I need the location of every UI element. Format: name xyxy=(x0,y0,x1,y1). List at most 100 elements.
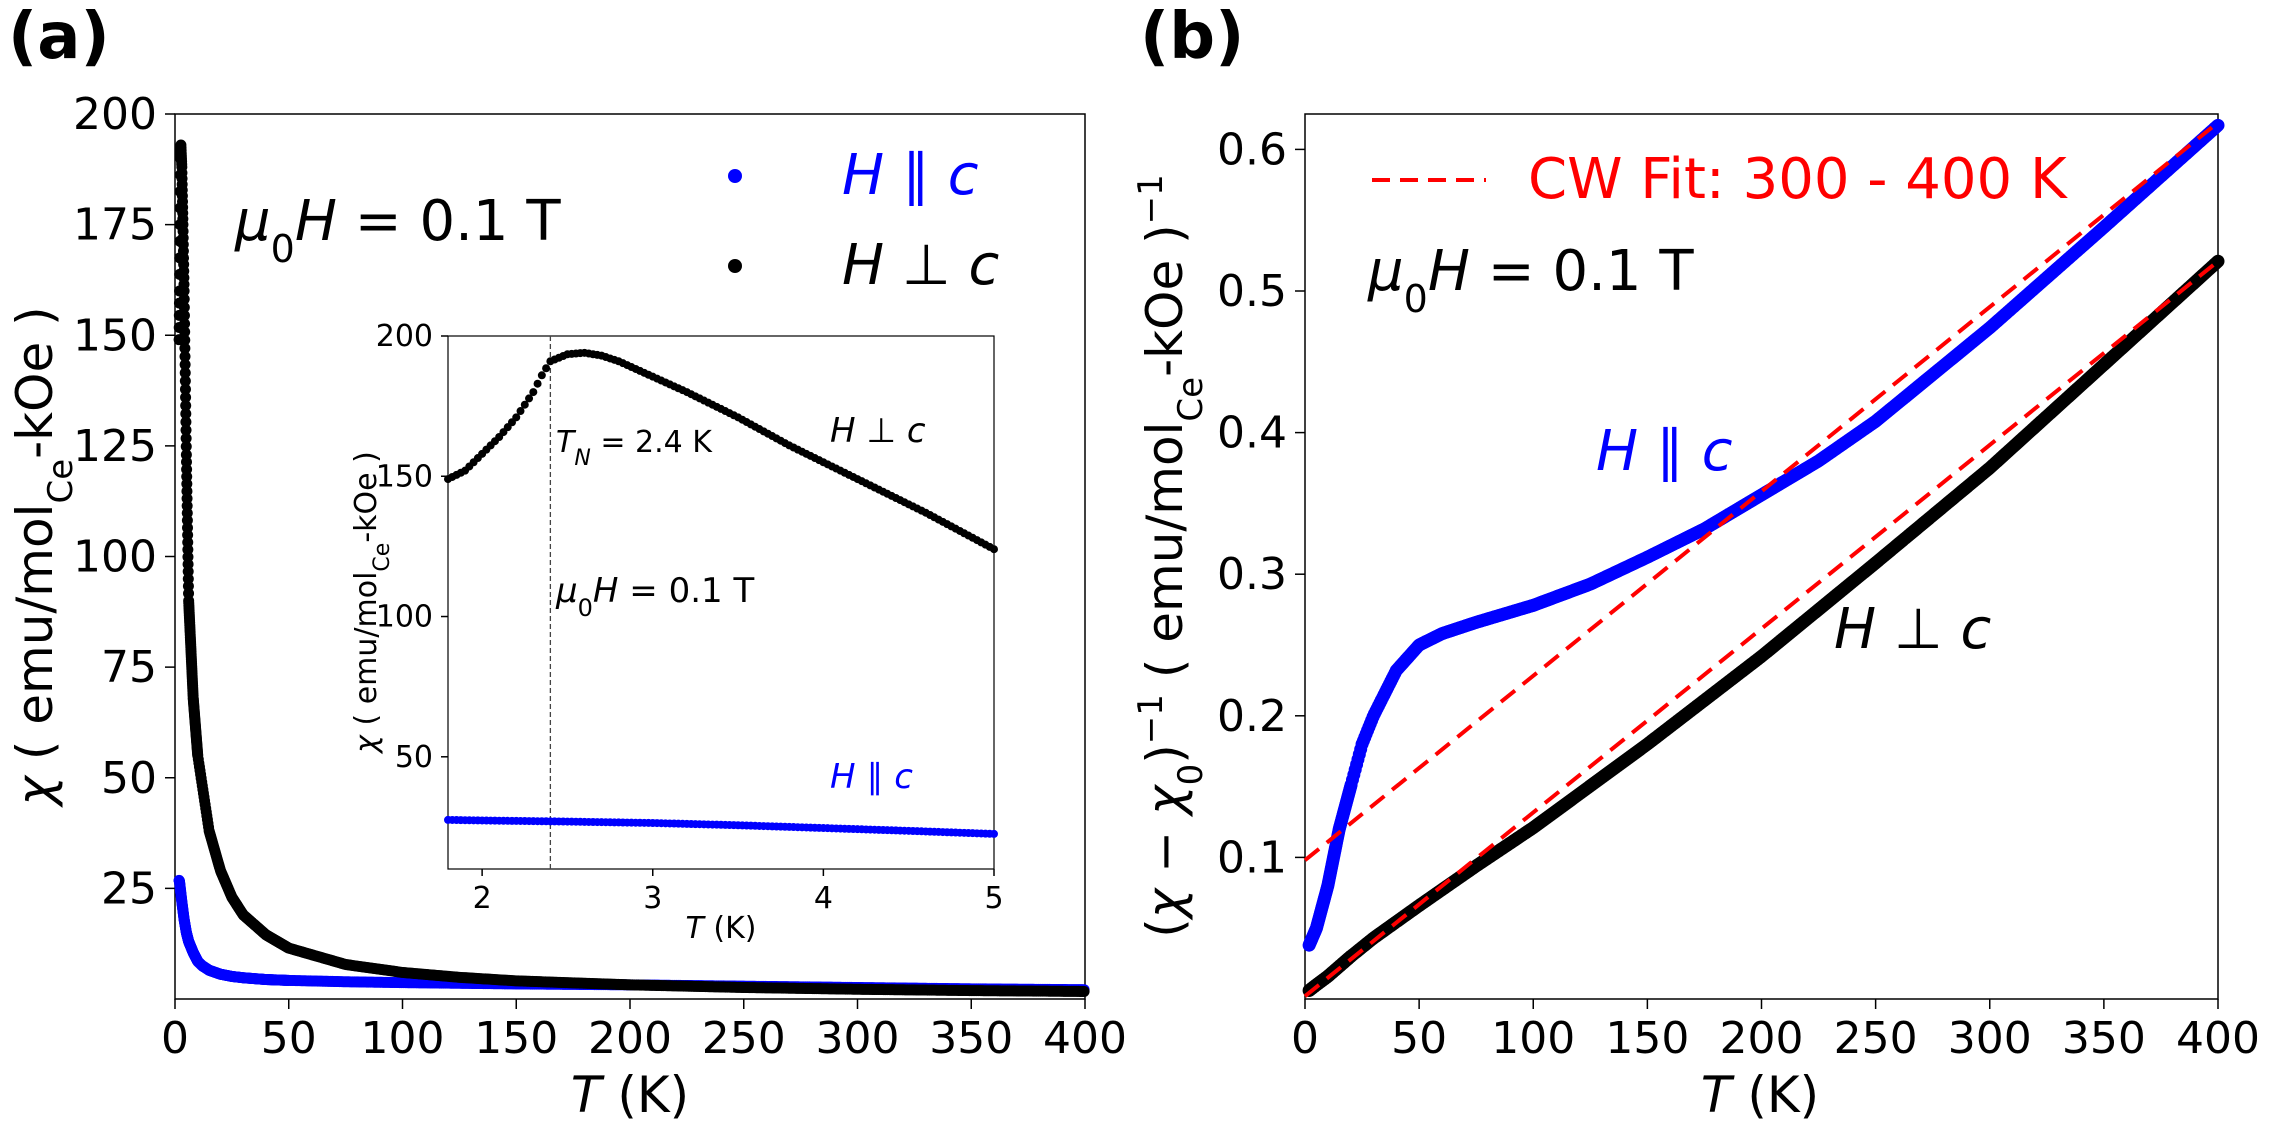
inv-chi-par-point xyxy=(2211,118,2225,132)
panel-b-xtick-label: 0 xyxy=(1291,1013,1319,1064)
panel-a-field-annotation: μ0H = 0.1 T xyxy=(234,189,561,271)
legend-marker-par xyxy=(728,169,742,183)
chi-perp-point xyxy=(179,350,191,362)
panel-b-ytick-label: 0.6 xyxy=(1217,124,1287,175)
inset-ytick-label: 50 xyxy=(395,740,433,775)
chi-perp-point xyxy=(178,310,190,322)
panel-b-xtick-label: 200 xyxy=(1720,1013,1804,1064)
inset-perp-point xyxy=(516,407,525,416)
panel-a-ytick-label: 175 xyxy=(73,200,157,251)
inset-perp-point xyxy=(529,388,538,397)
chi-perp-point xyxy=(179,342,191,354)
inset-xtick-label: 2 xyxy=(473,881,492,916)
chi-perp-point xyxy=(180,408,192,420)
chi-perp-point xyxy=(179,367,191,379)
panel-a-ytick-label: 25 xyxy=(101,863,157,914)
chi-perp-point xyxy=(180,391,192,403)
panel-b-field-annotation: μ0H = 0.1 T xyxy=(1367,239,1694,321)
inset-perp-point xyxy=(542,364,551,373)
panel-a-xtick-label: 250 xyxy=(702,1013,786,1064)
panel-b-ylabel: (χ − χ0)−1 ( emu/molCe-kOe )−1 xyxy=(1131,174,1211,937)
chi-perp-point xyxy=(180,441,192,453)
inv-chi-perp-point xyxy=(2211,254,2225,268)
panel-a-ytick-label: 100 xyxy=(73,532,157,583)
panel-a-ylabel: χ ( emu/molCe-kOe ) xyxy=(6,306,81,808)
chi-perp-point xyxy=(179,318,191,330)
chi-perp-point xyxy=(1078,985,1090,997)
panel-b-ytick-label: 0.2 xyxy=(1217,691,1287,742)
inset-perp-point xyxy=(512,413,521,422)
chi-perp-point xyxy=(180,432,192,444)
chi-perp-point xyxy=(179,334,191,346)
legend-marker-perp xyxy=(728,259,742,273)
inset-perp-point xyxy=(525,394,534,403)
chi-perp-point xyxy=(178,285,190,297)
panel-a-xlabel: T (K) xyxy=(571,1066,689,1124)
panel-b-xlabel: T (K) xyxy=(1701,1066,1819,1124)
panel-b-ytick-label: 0.4 xyxy=(1217,408,1287,459)
panel-a-xtick-label: 150 xyxy=(474,1013,558,1064)
legend-cw-label: CW Fit: 300 - 400 K xyxy=(1528,147,2068,212)
inset-ticks: 2 3 4 5 50 100 150 200 xyxy=(376,319,1004,916)
panel-b-xtick-label: 300 xyxy=(1948,1013,2032,1064)
inset-ytick-label: 150 xyxy=(376,459,433,494)
chi-perp-point xyxy=(179,383,191,395)
panel-a-xtick-label: 50 xyxy=(261,1013,317,1064)
panel-a-ytick-label: 125 xyxy=(73,421,157,472)
panel-a-ytick-label: 75 xyxy=(101,642,157,693)
panel-a-xtick-label: 350 xyxy=(929,1013,1013,1064)
panel-b-xtick-label: 100 xyxy=(1491,1013,1575,1064)
inset-xlabel: T (K) xyxy=(686,911,757,946)
inset-perp-point xyxy=(533,379,542,388)
chi-perp-point xyxy=(179,359,191,371)
inset-xtick-label: 3 xyxy=(643,881,662,916)
chi-perp-point xyxy=(179,326,191,338)
panel-a-ticks: 0 50 100 150 200 250 300 350 4002550751001251501… xyxy=(73,89,1127,1064)
panel-a-xtick-label: 0 xyxy=(161,1013,189,1064)
inset-perp-point xyxy=(990,545,998,554)
inset-data xyxy=(444,336,998,869)
panel-a-xtick-label: 400 xyxy=(1043,1013,1127,1064)
chi-perp-point xyxy=(180,424,192,436)
panel-b-xtick-label: 50 xyxy=(1391,1013,1447,1064)
inset-perp-point xyxy=(537,371,546,380)
panel-b: (b) 0 50 100 150 200 250 300 350 400 0.1 0.2 0.3 0.4… xyxy=(1131,0,2260,1124)
panel-b-xtick-label: 250 xyxy=(1834,1013,1918,1064)
legend-label-perp: H ⊥ c xyxy=(842,233,1000,298)
panel-b-ytick-label: 0.5 xyxy=(1217,266,1287,317)
chi-perp-point xyxy=(180,400,192,412)
chi-perp-point xyxy=(178,293,190,305)
panel-b-xtick-label: 350 xyxy=(2062,1013,2146,1064)
panel-b-label: (b) xyxy=(1140,0,1244,74)
panel-a-xtick-label: 200 xyxy=(588,1013,672,1064)
inset-ytick-label: 200 xyxy=(376,319,433,354)
inset-ytick-label: 100 xyxy=(376,600,433,635)
panel-b-xtick-label: 400 xyxy=(2176,1013,2260,1064)
inset-perp-point xyxy=(520,400,529,409)
panel-b-label-perp: H ⊥ c xyxy=(1834,597,1992,662)
inset-label-perp: H ⊥ c xyxy=(830,411,926,451)
inset-xtick-label: 5 xyxy=(984,881,1003,916)
inset-xtick-label: 4 xyxy=(814,881,833,916)
panel-a-ytick-label: 150 xyxy=(73,310,157,361)
panel-a-ytick-label: 200 xyxy=(73,89,157,140)
panel-a-xtick-label: 100 xyxy=(361,1013,445,1064)
panel-b-ticks: 0 50 100 150 200 250 300 350 400 0.1 0.2 0.3 0.4 0.5 0… xyxy=(1217,124,2260,1064)
panel-a-xtick-label: 300 xyxy=(816,1013,900,1064)
panel-b-ytick-label: 0.1 xyxy=(1217,832,1287,883)
panel-a: (a) 0 50 100 150 200 250 300 350 400255075100125… xyxy=(6,0,1127,1124)
panel-a-ytick-label: 50 xyxy=(101,753,157,804)
panel-a-label: (a) xyxy=(8,0,110,74)
inset-label-par: H ∥ c xyxy=(830,757,913,797)
chi-perp-point xyxy=(180,416,192,428)
chi-perp-point xyxy=(178,301,190,313)
panel-b-label-par: H ∥ c xyxy=(1596,419,1733,484)
panel-a-data xyxy=(173,139,1090,997)
legend-label-par: H ∥ c xyxy=(842,143,979,208)
panel-b-xtick-label: 150 xyxy=(1605,1013,1689,1064)
inset-frame xyxy=(447,335,995,870)
panel-b-ytick-label: 0.3 xyxy=(1217,549,1287,600)
panel-b-data xyxy=(1302,118,2225,998)
